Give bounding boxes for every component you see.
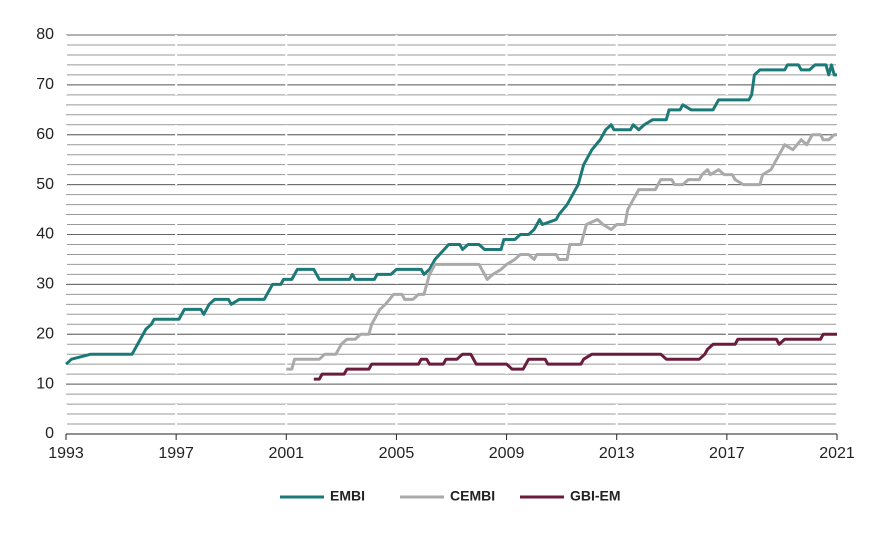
y-tick-label: 20 (36, 325, 54, 342)
x-tick-label: 1997 (158, 445, 194, 462)
series-line (313, 332, 837, 381)
y-tick-label: 60 (36, 126, 54, 143)
y-tick-label: 50 (36, 176, 54, 193)
x-tick-label: 2009 (489, 445, 525, 462)
y-tick-label: 10 (36, 375, 54, 392)
x-tick-label: 2021 (819, 445, 855, 462)
legend-label: CEMBI (450, 488, 495, 504)
series-line (64, 63, 837, 366)
x-tick-label: 1993 (48, 445, 84, 462)
x-tick-label: 2013 (599, 445, 635, 462)
legend-label: GBI-EM (570, 488, 621, 504)
y-tick-label: 80 (36, 26, 54, 43)
y-tick-label: 0 (45, 425, 54, 442)
x-tick-label: 2005 (379, 445, 415, 462)
y-tick-label: 40 (36, 226, 54, 243)
series-line (286, 133, 837, 371)
x-tick-label: 2001 (268, 445, 304, 462)
x-tick-label: 2017 (709, 445, 745, 462)
legend-label: EMBI (330, 488, 365, 504)
y-tick-label: 30 (36, 276, 54, 293)
y-tick-label: 70 (36, 76, 54, 93)
